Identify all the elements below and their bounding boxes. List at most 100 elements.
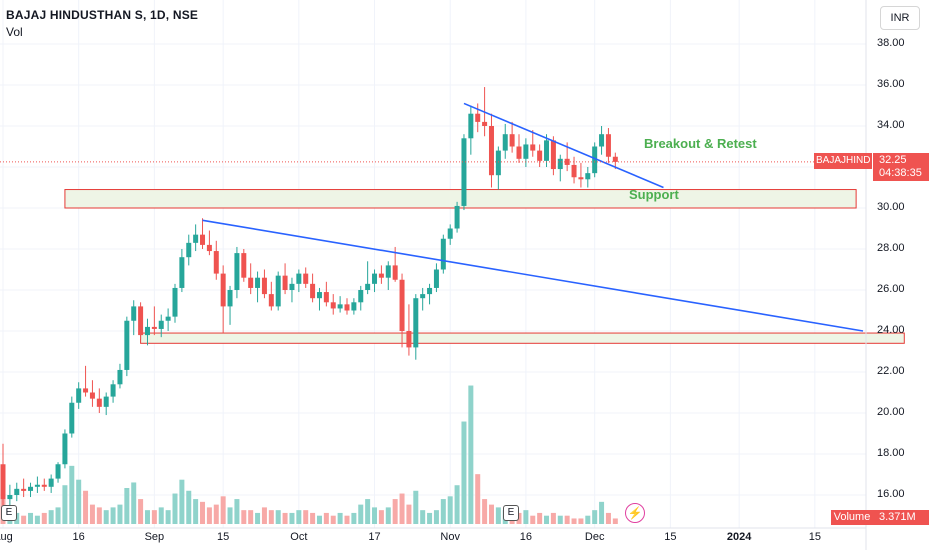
candle-body xyxy=(509,134,515,147)
candle-body xyxy=(420,294,426,299)
candle-body xyxy=(62,433,68,465)
candle-body xyxy=(103,396,109,407)
volume-bar xyxy=(282,512,288,524)
volume-bar xyxy=(530,515,536,524)
volume-bar xyxy=(21,515,27,524)
price-tick-label: 36.00 xyxy=(877,78,905,90)
volume-bar xyxy=(378,510,384,524)
candle-body xyxy=(461,138,467,206)
candle-body xyxy=(186,242,192,258)
volume-bar xyxy=(28,512,34,524)
candle-body xyxy=(413,298,419,348)
lightning-icon[interactable]: ⚡ xyxy=(625,503,645,523)
volume-bar xyxy=(255,512,261,524)
volume-bar xyxy=(220,496,226,524)
volume-bar xyxy=(110,507,116,524)
candle-body xyxy=(158,320,164,329)
volume-bar xyxy=(592,510,598,524)
volume-bar xyxy=(358,504,364,524)
symbol-title[interactable]: BAJAJ HINDUSTHAN S, 1D, NSE xyxy=(6,8,199,22)
volume-bar xyxy=(578,518,584,524)
candle-body xyxy=(406,331,412,348)
candle-body xyxy=(330,302,336,309)
time-tick-label: Dec xyxy=(584,531,605,543)
candle-body xyxy=(550,140,556,170)
volume-bar xyxy=(96,507,102,524)
time-tick-label: Aug xyxy=(0,531,13,543)
last-price-value: 32.25 xyxy=(879,154,907,166)
volume-bar xyxy=(103,510,109,524)
volume-bar xyxy=(268,510,274,524)
candle-body xyxy=(96,398,102,407)
time-tick-label: Nov xyxy=(440,531,460,543)
volume-bar xyxy=(468,385,474,524)
candle-body xyxy=(227,290,233,307)
volume-bar xyxy=(564,515,570,524)
volume-bar xyxy=(330,515,336,524)
earnings-event-icon[interactable]: E xyxy=(1,505,17,521)
candle-body xyxy=(117,369,123,385)
volume-bar xyxy=(420,510,426,524)
volume-bar xyxy=(585,515,591,524)
volume-bar xyxy=(413,490,419,524)
candle-body xyxy=(303,273,309,284)
breakout-retest-label: Breakout & Retest xyxy=(644,136,757,151)
candlesticks xyxy=(0,87,618,512)
earnings-event-icon[interactable]: E xyxy=(503,505,519,521)
candle-body xyxy=(165,316,171,321)
candle-body xyxy=(447,228,453,239)
candle-body xyxy=(144,326,150,336)
candle-body xyxy=(220,273,226,307)
candle-body xyxy=(351,302,357,311)
candle-body xyxy=(378,273,384,278)
volume-bar xyxy=(213,504,219,524)
volume-bar xyxy=(248,510,254,524)
volume-bar xyxy=(337,512,343,524)
volume-bar xyxy=(351,512,357,524)
volume-bar xyxy=(461,421,467,524)
volume-indicator-label[interactable]: Vol xyxy=(6,25,23,39)
volume-bar xyxy=(227,507,233,524)
time-tick-label: 17 xyxy=(368,531,381,543)
volume-bar xyxy=(310,512,316,524)
candle-body xyxy=(282,275,288,290)
price-tick-label: 30.00 xyxy=(877,201,905,213)
candle-body xyxy=(523,144,529,159)
price-tick-label: 22.00 xyxy=(877,365,905,377)
candle-body xyxy=(454,205,460,229)
volume-bar xyxy=(427,512,433,524)
candle-body xyxy=(440,238,446,270)
candle-body xyxy=(289,283,295,290)
candle-body xyxy=(427,287,433,295)
volume-bar xyxy=(179,479,185,524)
candle-body xyxy=(83,388,89,393)
trendlines xyxy=(202,102,864,332)
candle-body xyxy=(200,234,206,245)
candle-body xyxy=(268,294,274,307)
price-tick-label: 26.00 xyxy=(877,283,905,295)
volume-bar xyxy=(275,510,281,524)
time-tick-label: 15 xyxy=(808,531,821,543)
volume-bar xyxy=(131,482,137,524)
volume-bar xyxy=(537,512,543,524)
time-tick-label: 16 xyxy=(519,531,532,543)
candle-body xyxy=(275,275,281,307)
candle-body xyxy=(530,144,536,151)
candle-body xyxy=(234,253,240,290)
candle-body xyxy=(537,150,543,161)
currency-button[interactable]: INR xyxy=(880,6,920,30)
volume-bar xyxy=(117,504,123,524)
candle-body xyxy=(89,392,95,399)
candle-body xyxy=(76,388,82,403)
candle-body xyxy=(475,113,481,122)
volume-bar xyxy=(41,512,47,524)
bar-countdown: 04:38:35 xyxy=(879,167,922,179)
volume-bar xyxy=(165,510,171,524)
volume-bar xyxy=(151,510,157,524)
volume-bar xyxy=(83,490,89,524)
volume-label-tag: Volume xyxy=(831,510,873,525)
candle-body xyxy=(344,304,350,311)
candle-body xyxy=(179,257,185,288)
volume-bar xyxy=(200,501,206,524)
